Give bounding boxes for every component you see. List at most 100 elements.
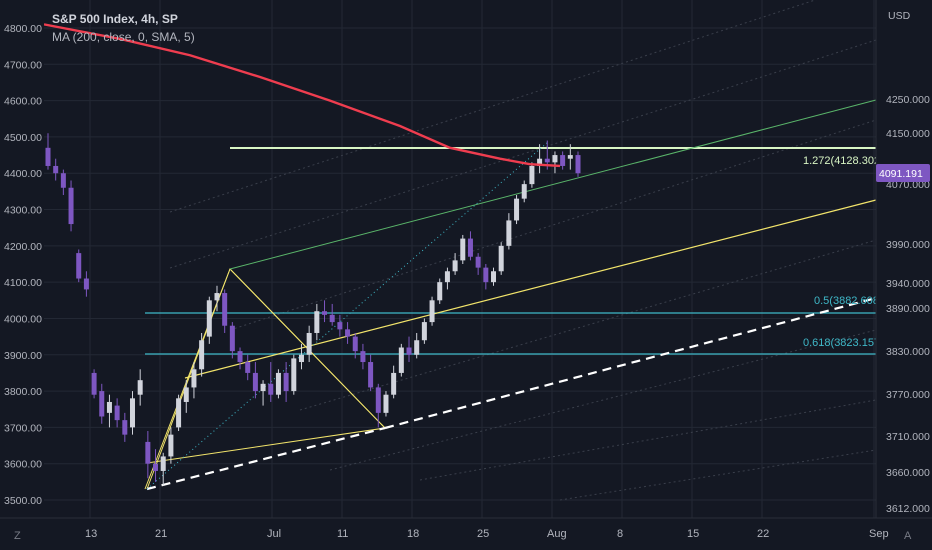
candle-body: [314, 311, 320, 333]
left-axis-tick: 4000.00: [4, 313, 42, 325]
candle-body: [199, 340, 205, 370]
candle-body: [352, 336, 358, 352]
time-axis-tick: 13: [85, 528, 97, 540]
legend-title: S&P 500 Index, 4h, SP: [52, 12, 178, 26]
left-axis-tick: 3700.00: [4, 422, 42, 434]
pitchfork-median: [184, 199, 877, 379]
left-axis-tick: 3900.00: [4, 350, 42, 362]
left-axis-tick: 3800.00: [4, 386, 42, 398]
time-axis-tick: 22: [757, 528, 769, 540]
candle-body: [83, 278, 89, 290]
candlestick-series: [45, 133, 581, 486]
time-axis-tick: Sep: [869, 528, 889, 540]
candle-body: [506, 220, 512, 246]
candle-body: [368, 362, 374, 388]
fib-label-0.618: 0.618(3823.157): [803, 337, 884, 349]
candle-body: [283, 372, 289, 392]
candle-body: [191, 369, 197, 388]
candle-body: [391, 372, 397, 395]
time-axis-tick: Aug: [547, 528, 567, 540]
candle-body: [521, 184, 527, 199]
candle-body: [560, 155, 566, 166]
candle-body: [383, 394, 389, 413]
left-axis-tick: 4200.00: [4, 241, 42, 253]
fib-label-1.272: 1.272(4128.302): [803, 155, 884, 167]
candle-body: [145, 441, 151, 464]
legend-indicator: MA (200, close, 0, SMA, 5): [52, 30, 195, 44]
pitchfork-lower-a: [146, 426, 386, 491]
right-axis-tick: 3612.000: [886, 503, 930, 515]
time-axis-tick: 15: [687, 528, 699, 540]
candle-body: [129, 398, 135, 428]
left-axis-tick: 4500.00: [4, 132, 42, 144]
candle-body: [245, 362, 251, 373]
candle-body: [153, 463, 159, 471]
candle-body: [214, 293, 220, 301]
candle-body: [176, 398, 182, 428]
candle-body: [452, 260, 458, 272]
candle-body: [329, 314, 335, 323]
pitchfork-upper: [229, 99, 877, 270]
candle-body: [444, 271, 450, 283]
candle-body: [429, 300, 435, 323]
candle-body: [467, 238, 473, 257]
moving-average-line: [43, 23, 561, 168]
time-axis-tick: 25: [477, 528, 489, 540]
candle-body: [529, 165, 535, 185]
pitchfork-guide-line: [169, 39, 877, 269]
time-axis-tick: 11: [337, 528, 348, 540]
candle-body: [68, 187, 74, 225]
candle-body: [552, 155, 558, 163]
candle-body: [337, 322, 343, 330]
pitchfork-guide-line: [299, 239, 877, 411]
candle-body: [275, 372, 281, 395]
dotted-trend-line: [146, 141, 549, 490]
candle-body: [514, 198, 520, 221]
candle-body: [183, 387, 189, 402]
candle-body: [45, 147, 51, 166]
chart-legend: S&P 500 Index, 4h, SP MA (200, close, 0,…: [52, 10, 195, 46]
candle-body: [260, 383, 266, 392]
scale-z-button[interactable]: Z: [14, 530, 21, 542]
candle-body: [237, 351, 243, 363]
left-axis-tick: 4800.00: [4, 23, 42, 35]
candle-body: [406, 347, 412, 355]
candle-body: [60, 173, 66, 188]
candle-body: [537, 158, 543, 166]
candle-body: [268, 383, 274, 395]
candle-body: [229, 325, 235, 352]
last-price-value: 4091.191: [879, 168, 923, 180]
pitchfork-guide-line: [559, 449, 877, 501]
right-axis-panel: [876, 0, 932, 550]
right-axis-tick: 3770.000: [886, 389, 930, 401]
candle-body: [345, 329, 351, 337]
candle-body: [222, 293, 228, 326]
candle-body: [375, 387, 381, 413]
currency-label: USD: [888, 10, 911, 22]
chart-overlay: 1.272(4128.302) 0.5(3882.608) 0.618(3823.1…: [43, 23, 884, 349]
candle-body: [322, 311, 328, 315]
left-axis-tick: 4700.00: [4, 59, 42, 71]
left-axis-tick: 4100.00: [4, 277, 42, 289]
pitchfork-guide-line: [419, 399, 877, 481]
candle-body: [475, 256, 481, 268]
right-axis-tick: 4150.000: [886, 128, 930, 140]
candle-body: [106, 401, 112, 413]
time-axis-tick: 8: [617, 528, 623, 540]
right-axis-tick: 3990.000: [886, 239, 930, 251]
candle-body: [137, 380, 143, 395]
auto-scale-button[interactable]: A: [904, 530, 912, 542]
candle-body: [306, 332, 312, 355]
fib-label-0.5: 0.5(3882.608): [814, 295, 883, 307]
candle-body: [99, 391, 105, 417]
left-axis-tick: 4300.00: [4, 205, 42, 217]
candle-body: [483, 267, 489, 283]
candle-body: [122, 420, 128, 435]
candle-body: [91, 372, 97, 395]
right-axis-tick: 3660.000: [886, 467, 930, 479]
candle-body: [398, 347, 404, 373]
pitchfork-guide-line: [169, 0, 817, 213]
left-axis-tick: 4600.00: [4, 96, 42, 108]
